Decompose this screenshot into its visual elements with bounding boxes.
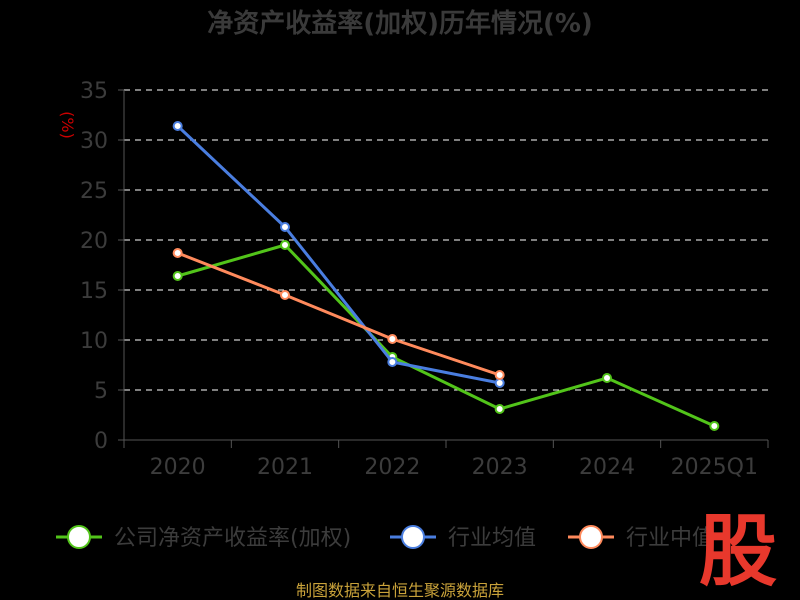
series-lines xyxy=(172,121,720,431)
data-point[interactable] xyxy=(172,121,183,131)
legend-label[interactable]: 公司净资产收益率(加权) xyxy=(114,526,351,551)
y-tick-label: 5 xyxy=(94,379,108,404)
data-point[interactable] xyxy=(172,248,183,258)
legend-label[interactable]: 行业中值 xyxy=(626,526,714,551)
data-point[interactable] xyxy=(280,240,290,250)
y-tick-label: 30 xyxy=(80,129,108,154)
x-tick-label: 2021 xyxy=(257,455,313,480)
x-tick-label: 2024 xyxy=(579,455,635,480)
y-tick-label: 35 xyxy=(80,79,108,104)
x-tick-label: 2020 xyxy=(150,455,206,480)
data-point[interactable] xyxy=(709,421,720,431)
legend-swatch-marker xyxy=(401,525,425,549)
legend-swatch-marker xyxy=(579,525,603,549)
source-label: 制图数据来自恒生聚源数据库 xyxy=(296,581,504,600)
axes: 0 5 10 15 20 25 30 35 2020 2021 2022 2023 2024 2025Q1 xyxy=(80,79,769,480)
chart-title: 净资产收益率(加权)历年情况(%) xyxy=(207,8,593,39)
data-point[interactable] xyxy=(387,357,398,367)
data-point[interactable] xyxy=(280,222,290,232)
y-tick-label: 25 xyxy=(80,179,108,204)
data-point[interactable] xyxy=(494,404,505,414)
gridlines xyxy=(124,89,768,391)
data-point[interactable] xyxy=(494,370,505,380)
x-tick-label: 2023 xyxy=(472,455,528,480)
legend-swatch-marker xyxy=(67,525,91,549)
data-point[interactable] xyxy=(172,271,183,281)
x-tick-label: 2022 xyxy=(364,455,420,480)
x-tick-label: 2025Q1 xyxy=(671,455,758,480)
y-tick-label: 10 xyxy=(80,329,108,354)
series-line-0 xyxy=(177,243,715,428)
data-point[interactable] xyxy=(494,378,505,388)
data-point[interactable] xyxy=(602,373,612,383)
y-tick-label: 20 xyxy=(80,229,108,254)
data-point[interactable] xyxy=(280,290,290,300)
y-tick-label: 0 xyxy=(94,429,108,454)
series-line-1 xyxy=(176,124,500,385)
y-axis-unit-label: (%) xyxy=(58,111,77,139)
watermark-logo: 股 xyxy=(699,507,777,597)
legend: 公司净资产收益率(加权) 行业均值 行业中值 xyxy=(56,525,714,551)
data-point[interactable] xyxy=(387,334,398,344)
legend-label[interactable]: 行业均值 xyxy=(448,526,536,551)
y-tick-label: 15 xyxy=(80,279,108,304)
series-line-2 xyxy=(177,251,501,377)
